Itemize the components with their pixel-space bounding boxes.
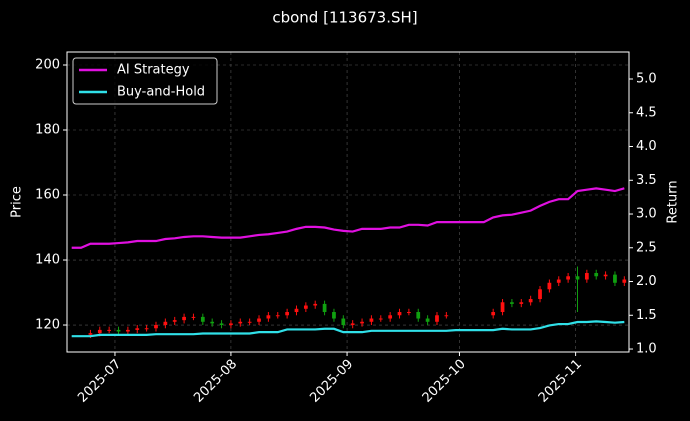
y-tick-label: 180 xyxy=(35,123,60,138)
candle-body xyxy=(538,289,542,300)
candle-body xyxy=(116,329,121,332)
candle-body xyxy=(172,320,177,322)
candle-body xyxy=(397,312,402,316)
candle-body xyxy=(322,303,327,313)
candle-body xyxy=(594,273,599,277)
candle-body xyxy=(126,329,130,332)
candle-body xyxy=(622,279,627,283)
candle-body xyxy=(191,316,196,318)
y2-tick-label: 5.0 xyxy=(636,72,657,87)
y2-tick-label: 2.5 xyxy=(636,240,657,255)
y-tick-label: 120 xyxy=(35,318,60,333)
y2-tick-label: 2.0 xyxy=(636,274,657,289)
candle-body xyxy=(275,315,280,317)
legend-label: AI Strategy xyxy=(117,63,190,78)
y2-axis-label: Return xyxy=(666,180,681,223)
candle-body xyxy=(210,321,215,324)
candle-body xyxy=(584,273,589,280)
candle-body xyxy=(360,321,364,324)
candle-body xyxy=(500,302,505,313)
legend-box xyxy=(72,57,218,105)
candle-body xyxy=(88,333,93,335)
y2-tick-label: 4.5 xyxy=(636,105,657,120)
candle-body xyxy=(238,321,243,324)
candle-body xyxy=(303,305,308,309)
candle-body xyxy=(575,276,580,280)
candle-body xyxy=(135,328,140,330)
candle-body xyxy=(556,279,561,283)
series-line xyxy=(71,187,625,249)
candle-body xyxy=(229,323,233,326)
candle-body xyxy=(219,323,224,326)
y-axis-label: Price xyxy=(10,186,25,218)
candle-body xyxy=(182,316,186,321)
candle-body xyxy=(388,315,393,319)
candle-body xyxy=(154,325,158,329)
candle-body xyxy=(613,274,617,283)
candle-body xyxy=(266,315,271,319)
candle-body xyxy=(435,315,439,322)
candle-body xyxy=(425,318,430,322)
candle-body xyxy=(519,302,524,304)
candle-body xyxy=(369,318,374,322)
candle-body xyxy=(294,308,299,313)
candle-body xyxy=(416,312,421,319)
candle-body xyxy=(378,318,383,320)
candle-body xyxy=(332,312,336,319)
candle-body xyxy=(285,312,289,316)
y2-tick-label: 1.0 xyxy=(636,342,657,357)
y2-tick-label: 1.5 xyxy=(636,308,657,323)
candle-body xyxy=(341,318,346,326)
candle-body xyxy=(491,312,496,316)
candle-body xyxy=(247,321,252,323)
candle-body xyxy=(566,276,570,280)
candle-body xyxy=(313,303,318,306)
candle-body xyxy=(107,329,112,331)
y2-tick-label: 3.0 xyxy=(636,207,657,222)
series-line xyxy=(71,320,625,338)
candle-body xyxy=(257,318,261,322)
y2-tick-label: 3.5 xyxy=(636,173,657,188)
candle-body xyxy=(144,328,149,330)
candle-body xyxy=(350,323,355,326)
legend-label: Buy-and-Hold xyxy=(117,85,205,100)
candle-body xyxy=(547,282,552,290)
y-tick-label: 140 xyxy=(35,253,60,268)
candle-body xyxy=(407,312,411,314)
y-tick-label: 200 xyxy=(35,58,60,73)
y-tick-label: 160 xyxy=(35,188,60,203)
plot-frame xyxy=(66,51,630,353)
candle-body xyxy=(163,321,168,326)
candle-body xyxy=(528,299,533,303)
candle-body xyxy=(510,302,514,304)
candle-body xyxy=(200,316,205,322)
candle-body xyxy=(444,315,449,317)
y2-tick-label: 4.0 xyxy=(636,139,657,154)
candle-body xyxy=(97,329,102,334)
chart-title: cbond [113673.SH] xyxy=(272,9,417,27)
candle-body xyxy=(603,274,608,277)
